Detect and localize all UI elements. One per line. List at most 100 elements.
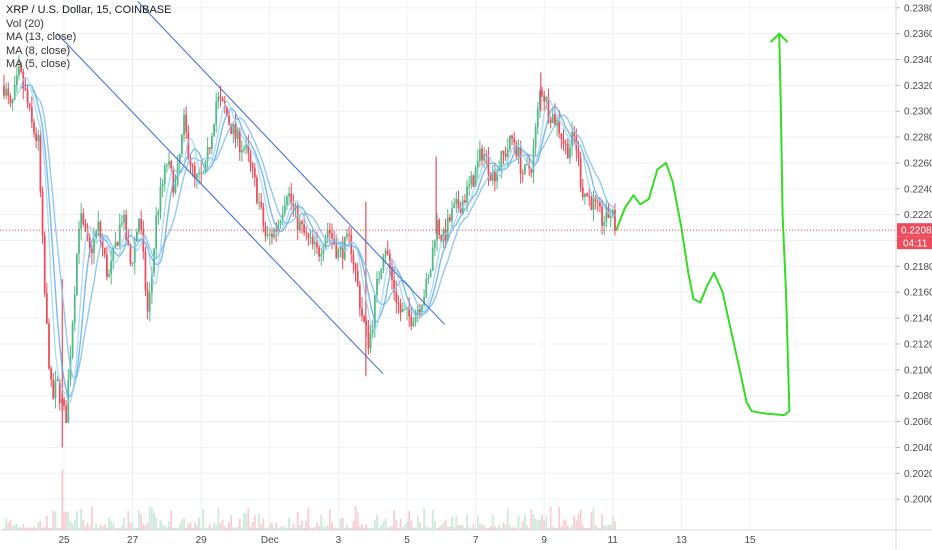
candle-body <box>421 305 423 313</box>
candle-body <box>509 135 511 150</box>
candle-body <box>163 165 166 184</box>
candle-body <box>339 245 342 251</box>
candle-body <box>97 221 100 232</box>
candle-body <box>581 187 584 197</box>
volume-bar <box>453 527 456 530</box>
volume-bar <box>433 520 436 530</box>
projection-path <box>615 32 791 417</box>
time-tick-label: 3 <box>336 535 342 546</box>
price-tick-label: 0.2140 <box>904 314 932 325</box>
candle-body <box>427 277 430 279</box>
candle-body <box>11 99 14 104</box>
candle-body <box>395 291 398 303</box>
countdown-badge <box>897 236 932 250</box>
volume-bar <box>221 519 224 530</box>
candle-body <box>245 143 248 149</box>
volume-bar <box>112 523 115 530</box>
volume-bar <box>361 524 363 530</box>
legend-vol[interactable]: Vol (20) <box>6 17 44 30</box>
countdown-label: 04:11 <box>903 239 928 250</box>
volume-bar <box>241 527 243 530</box>
volume-bar <box>138 510 140 530</box>
volume-spike <box>61 470 64 530</box>
legend-ma-5[interactable]: MA (5, close) <box>6 58 71 70</box>
candle-body <box>502 150 505 154</box>
volume-bar <box>481 524 483 530</box>
volume-bar <box>528 527 531 530</box>
volume-bar <box>401 527 404 530</box>
volume-bar <box>50 527 53 530</box>
candle-body <box>41 191 44 236</box>
volume-bar <box>183 517 185 530</box>
volume-bar <box>545 516 548 530</box>
volume-bar <box>541 514 543 530</box>
volume-bar <box>438 527 441 530</box>
volume-bar <box>288 517 290 530</box>
volume-bar <box>539 519 541 530</box>
volume-bar <box>530 509 533 530</box>
candle-body <box>215 101 218 125</box>
volume-bar <box>75 510 78 530</box>
candle-body <box>155 215 158 249</box>
candle-body <box>170 161 173 169</box>
volume-bar <box>406 521 408 530</box>
candle-body <box>206 147 209 161</box>
trend-channel-line <box>137 0 446 325</box>
volume-bar <box>376 514 378 530</box>
candle-body <box>590 196 593 210</box>
price-tick-label: 0.2300 <box>904 107 932 118</box>
candle-body <box>410 316 413 327</box>
price-tick-label: 0.2160 <box>904 288 932 299</box>
legend-ma-8[interactable]: MA (8, close) <box>6 44 71 57</box>
volume-bar <box>163 526 166 530</box>
volume-bar <box>43 526 46 530</box>
candle-body <box>189 157 192 166</box>
volume-bar <box>146 522 149 530</box>
candle-body <box>358 285 361 309</box>
candle-body <box>511 135 513 139</box>
volume-bar <box>468 526 471 530</box>
volume-bar <box>543 520 546 530</box>
candle-body <box>103 247 106 255</box>
volume-bar <box>213 522 215 530</box>
volume-bar <box>286 527 288 530</box>
candle-body <box>603 221 606 226</box>
volume-bar <box>562 520 565 530</box>
volume-bar <box>264 527 267 530</box>
volume-bar <box>487 527 490 530</box>
volume-bar <box>440 525 443 530</box>
volume-bar <box>283 527 286 530</box>
volume-bar <box>161 524 164 530</box>
volume-bar <box>403 524 406 530</box>
time-tick-label: 13 <box>676 535 688 546</box>
volume-bar <box>166 527 168 530</box>
candle-body <box>191 165 194 167</box>
symbol-title[interactable]: XRP / U.S. Dollar, 15, COINBASE <box>6 4 172 16</box>
volume-bar <box>369 527 372 530</box>
candle-body <box>485 154 488 156</box>
volume-bar <box>243 512 245 530</box>
candle-body <box>301 221 303 225</box>
candle-body <box>221 98 224 102</box>
legend-ma-13[interactable]: MA (13, close) <box>6 31 77 43</box>
candle-body <box>478 148 481 161</box>
candle-body <box>208 147 211 149</box>
candle-body <box>281 213 284 221</box>
volume-bar <box>601 513 603 530</box>
volume-bar <box>238 518 241 530</box>
candle-body <box>448 217 451 221</box>
volume-bar <box>30 527 33 530</box>
volume-bar <box>271 522 273 530</box>
candle-body <box>547 97 550 119</box>
candle-body <box>356 271 359 286</box>
candle-body <box>416 309 419 314</box>
volume-bar <box>73 519 76 530</box>
candle-body <box>148 292 151 312</box>
volume-bar <box>84 526 87 530</box>
candle-body <box>174 184 177 193</box>
volume-bar <box>483 525 486 530</box>
volume-bar <box>170 510 173 530</box>
volume-bar <box>498 524 501 530</box>
candle-body <box>444 229 447 241</box>
